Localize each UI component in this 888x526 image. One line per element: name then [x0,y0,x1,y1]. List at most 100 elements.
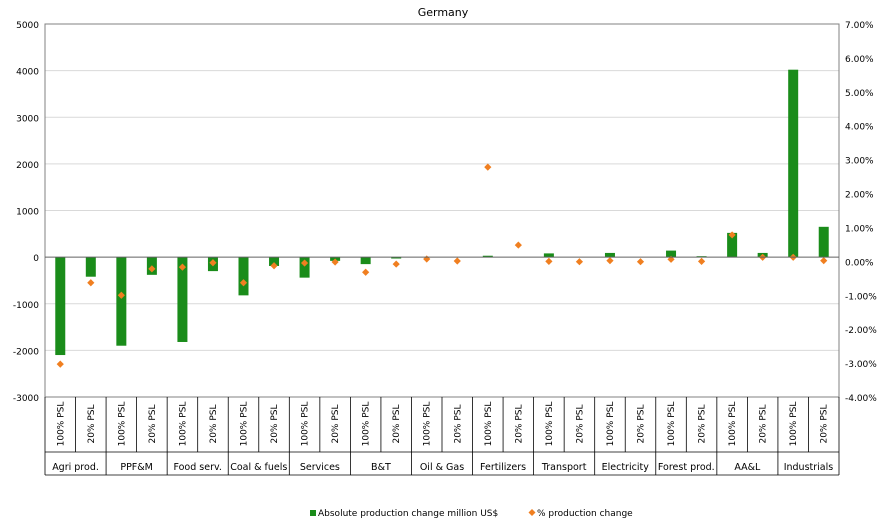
bar [727,232,738,258]
legend-bar-swatch [310,510,316,516]
group-label: Electricity [602,462,650,473]
group-label: Agri prod. [52,462,99,473]
bar [818,226,829,258]
scenario-label: 100% PSL [484,402,494,447]
scenario-label: 100% PSL [606,402,616,447]
legend: Absolute production change million US$ %… [310,509,633,519]
group-label: Oil & Gas [420,462,464,473]
right-tick-label: -4.00% [845,394,877,404]
scenario-label: 100% PSL [56,402,66,447]
marker-point [453,257,461,265]
bar [788,69,799,258]
right-tick-label: 3.00% [845,157,874,167]
scenario-label: 20% PSL [575,404,585,443]
marker-point [270,262,278,270]
group-label: Food serv. [173,462,221,473]
right-tick-label: -3.00% [845,360,877,370]
bar [85,257,96,277]
marker-point [697,257,706,265]
left-tick-label: 4000 [16,68,39,78]
left-tick-label: -2000 [13,347,39,357]
bar [482,255,493,258]
scenario-label: 20% PSL [87,404,97,443]
bar [269,257,280,266]
scenario-label: 20% PSL [637,404,647,443]
marker-point [606,257,614,265]
marker-point [209,259,217,267]
group-label: Transport [541,462,587,473]
scenario-label: 100% PSL [667,402,677,447]
left-tick-label: 3000 [16,114,39,124]
scenario-label: 20% PSL [820,404,830,443]
marker-point [667,255,675,263]
marker-point [148,265,156,273]
right-tick-label: -1.00% [845,292,877,302]
left-tick-label: -3000 [13,394,39,404]
right-tick-label: 7.00% [845,21,874,31]
marker-point [362,268,370,276]
bar [360,257,371,265]
bar [299,257,310,278]
scenario-label: 20% PSL [453,404,463,443]
marker-point [728,231,736,239]
marker-point [117,291,125,299]
right-tick-label: 2.00% [845,191,874,201]
bar [543,253,554,258]
marker-point [484,163,492,171]
marker-point [87,279,95,287]
scenario-label: 100% PSL [240,402,250,447]
scenario-label: 100% PSL [728,402,738,447]
marker-point [178,263,187,271]
bar [116,257,127,346]
chart-title: Germany [418,6,469,19]
marker-point [392,260,400,268]
marker-point [820,257,828,265]
group-label: Forest prod. [658,462,715,473]
marker-point [514,241,522,249]
marker-point [636,258,645,266]
legend-marker-label: % production change [537,509,633,519]
marker-point [56,360,64,368]
bar [55,257,66,356]
left-axis-ticks: -3000 -2000 -1000 0 1000 2000 3000 4000 5000 [13,21,39,404]
bar [177,257,188,342]
marker-point [545,257,553,265]
scenario-label: 20% PSL [270,404,280,443]
bar [666,250,677,258]
group-label: Coal & fuels [230,462,287,473]
group-label: AA&L [734,462,761,473]
scenario-label: 20% PSL [392,404,402,443]
group-label: Fertilizers [480,462,526,473]
bar [238,257,249,296]
group-label: Industrials [784,462,834,473]
marker-point [300,259,309,267]
bar [604,252,615,258]
marker-point [239,279,248,287]
scenario-label: 20% PSL [698,404,708,443]
scenario-label: 20% PSL [759,404,769,443]
left-tick-label: 5000 [16,21,39,31]
right-tick-label: 5.00% [845,89,874,99]
left-tick-label: 0 [33,254,39,264]
group-label: Services [300,462,340,473]
right-tick-label: -2.00% [845,326,877,336]
scenario-label: 100% PSL [362,402,372,447]
left-tick-label: 1000 [16,208,39,218]
group-label: PPF&M [120,462,153,473]
marker-point [575,258,584,266]
left-tick-label: 2000 [16,161,39,171]
category-axis: 100% PSL 20% PSL 100% PSL 20% PSL 100% PSL 20… [44,397,840,476]
scenario-label: 100% PSL [117,402,127,447]
scenario-label: 100% PSL [178,402,188,447]
scenario-label: 20% PSL [514,404,524,443]
marker-point [331,258,339,266]
bar [391,257,402,259]
marker-series [56,163,828,368]
scenario-label: 100% PSL [423,402,433,447]
right-tick-label: 4.00% [845,123,874,133]
marker-point [423,255,431,263]
bar-series [55,69,829,356]
scenario-label: 20% PSL [331,404,341,443]
scenario-label: 100% PSL [545,402,555,447]
